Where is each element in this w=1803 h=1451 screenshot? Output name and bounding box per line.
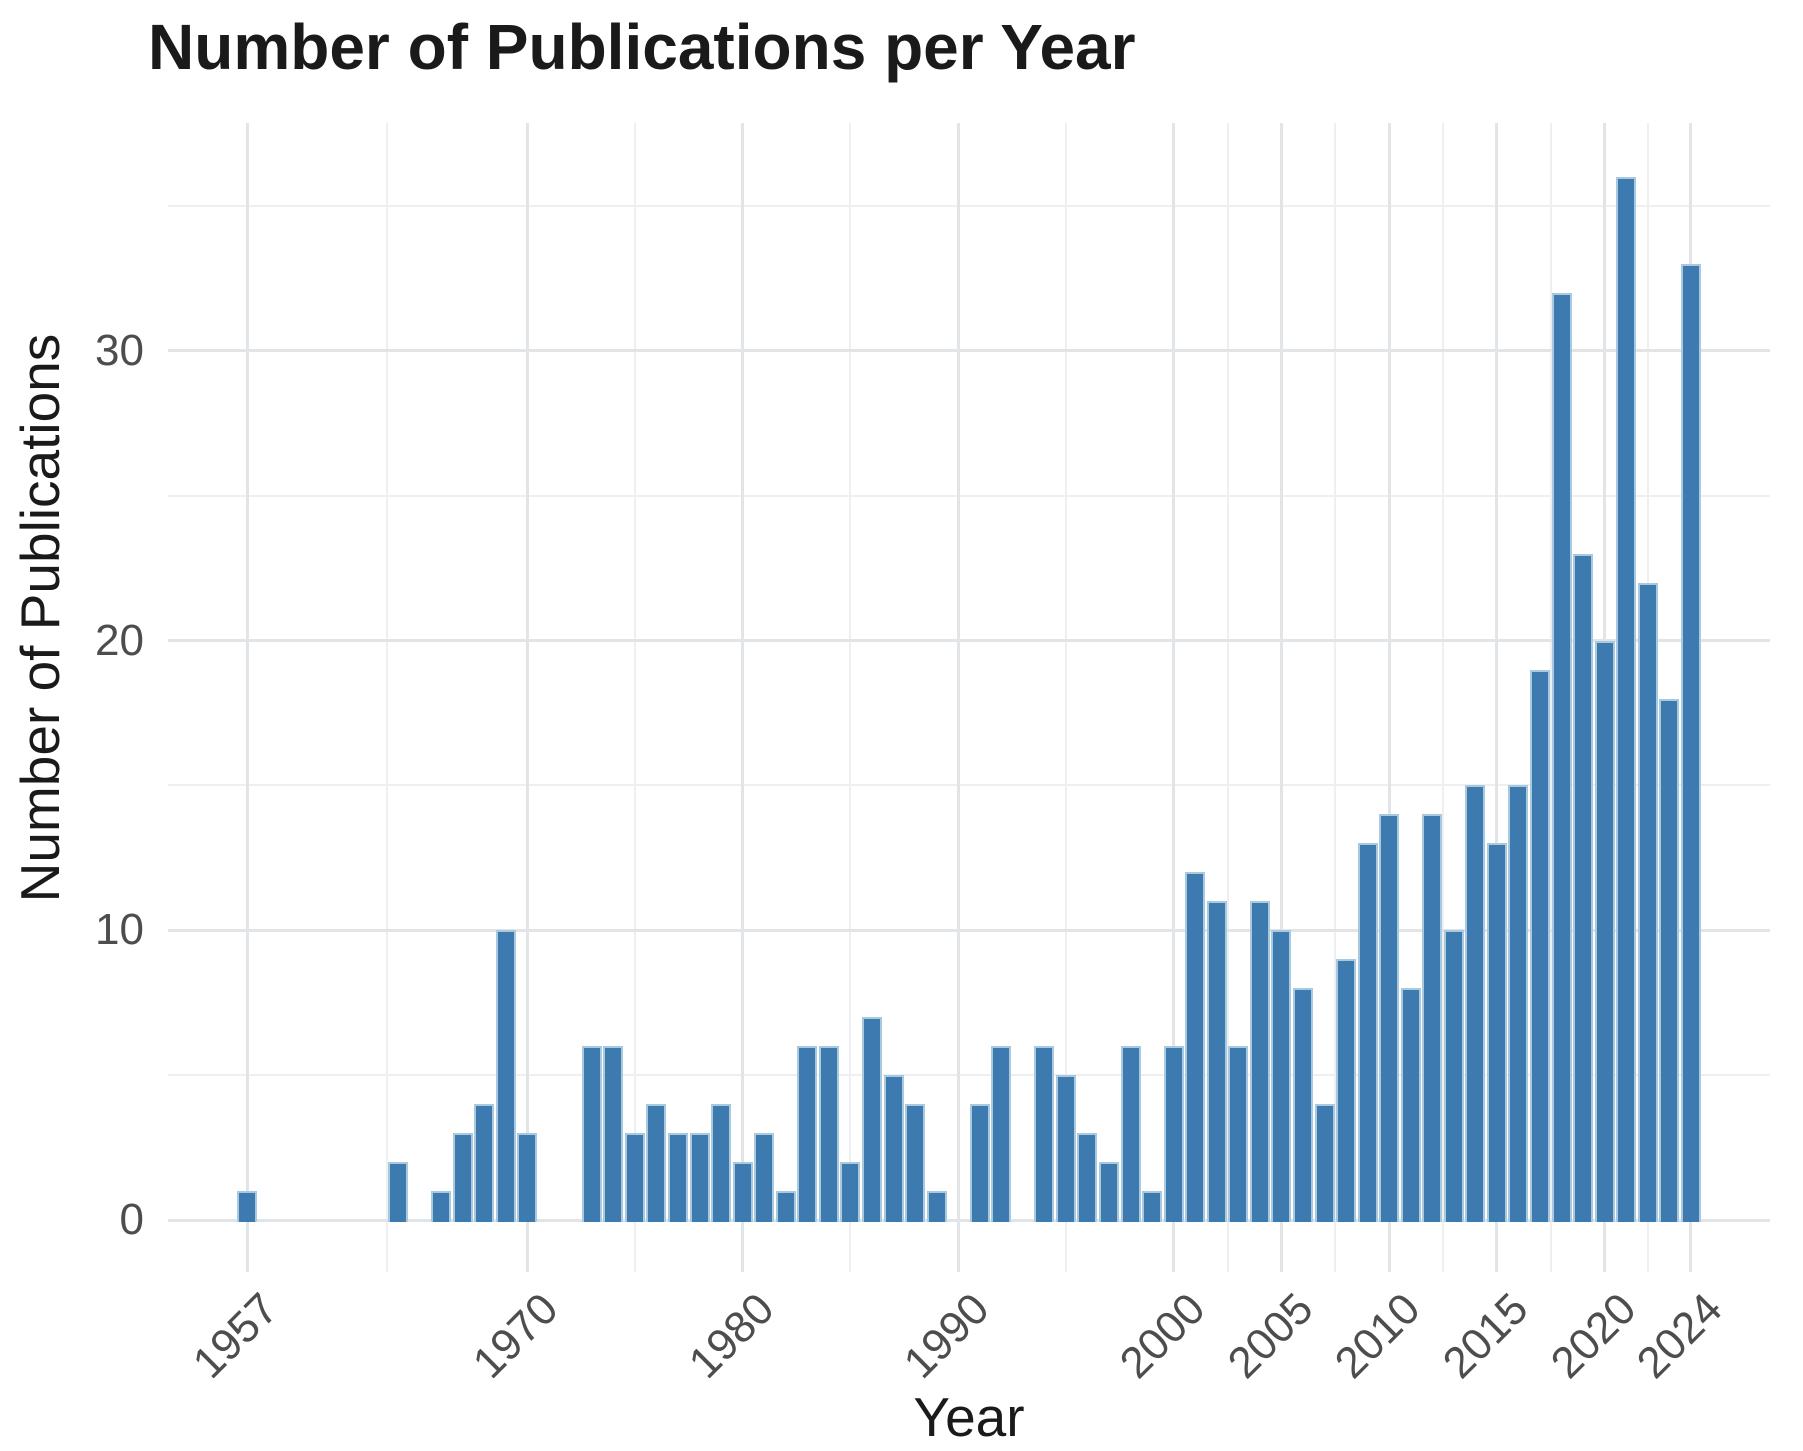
x-tick-label-1957: 1957 — [183, 1284, 288, 1388]
bar-1986 — [861, 1017, 882, 1222]
bar-1984 — [818, 1046, 839, 1222]
y-tick-label-10: 10 — [95, 905, 144, 955]
bar-1989 — [926, 1191, 947, 1222]
y-tick-label-0: 0 — [119, 1195, 144, 1244]
x-major-gridline — [1279, 123, 1283, 1272]
bar-1975 — [624, 1133, 645, 1222]
bar-1982 — [775, 1191, 796, 1222]
bar-2012 — [1422, 814, 1443, 1222]
x-tick-label-1990: 1990 — [894, 1284, 999, 1388]
bar-2023 — [1659, 698, 1680, 1222]
bar-1974 — [603, 1046, 624, 1222]
x-major-gridline — [245, 123, 249, 1272]
bar-1973 — [581, 1046, 602, 1222]
bar-2010 — [1379, 814, 1400, 1222]
x-tick-label-2024: 2024 — [1627, 1284, 1732, 1388]
y-tick-label-20: 20 — [95, 615, 144, 665]
bar-1999 — [1142, 1191, 1163, 1222]
bar-1998 — [1120, 1046, 1141, 1222]
bar-2002 — [1206, 901, 1227, 1222]
bar-2024 — [1680, 263, 1701, 1222]
bar-1987 — [883, 1075, 904, 1222]
x-major-gridline — [1172, 123, 1176, 1272]
bar-1977 — [668, 1133, 688, 1222]
x-major-gridline — [741, 123, 745, 1272]
x-axis-title: Year — [913, 1386, 1025, 1448]
bar-1988 — [905, 1104, 926, 1222]
bar-2016 — [1508, 785, 1529, 1222]
bar-2000 — [1163, 1046, 1184, 1222]
x-major-gridline — [1387, 123, 1391, 1272]
y-major-gridline — [168, 639, 1770, 643]
bar-1995 — [1055, 1075, 1076, 1222]
y-major-gridline — [168, 928, 1770, 932]
bar-1964 — [387, 1162, 408, 1222]
bar-2004 — [1249, 901, 1270, 1222]
y-minor-gridline — [168, 1074, 1770, 1077]
y-tick-label-30: 30 — [95, 325, 144, 375]
x-minor-gridline — [1549, 123, 1552, 1272]
y-major-gridline — [168, 1218, 1770, 1222]
x-tick-label-2020: 2020 — [1541, 1284, 1646, 1388]
bar-2014 — [1465, 785, 1486, 1222]
x-minor-gridline — [849, 123, 852, 1272]
x-minor-gridline — [386, 123, 389, 1272]
x-tick-label-1980: 1980 — [679, 1284, 784, 1388]
bar-1985 — [840, 1162, 861, 1222]
x-tick-label-2015: 2015 — [1433, 1284, 1538, 1388]
x-minor-gridline — [1442, 123, 1445, 1272]
bar-2008 — [1336, 959, 1357, 1222]
bar-2015 — [1486, 843, 1507, 1222]
bar-1957 — [237, 1191, 257, 1222]
bar-1996 — [1077, 1133, 1098, 1222]
bar-2019 — [1573, 553, 1594, 1222]
bar-2009 — [1357, 843, 1378, 1222]
bar-1992 — [991, 1046, 1012, 1222]
bar-2006 — [1292, 988, 1313, 1222]
x-tick-label-2000: 2000 — [1110, 1284, 1215, 1388]
x-major-gridline — [956, 123, 960, 1272]
bar-1968 — [474, 1104, 495, 1222]
bar-1991 — [969, 1104, 990, 1222]
bar-1978 — [689, 1133, 710, 1222]
bar-1983 — [797, 1046, 818, 1222]
bar-2013 — [1443, 930, 1464, 1222]
x-tick-label-2005: 2005 — [1218, 1284, 1323, 1388]
bar-1980 — [732, 1162, 753, 1222]
bar-2005 — [1271, 930, 1292, 1222]
bar-1997 — [1099, 1162, 1119, 1222]
bar-1976 — [646, 1104, 667, 1222]
bar-1970 — [517, 1133, 538, 1222]
bar-2018 — [1551, 292, 1572, 1222]
plot-panel — [168, 123, 1770, 1272]
bar-1969 — [495, 930, 516, 1222]
chart-title: Number of Publications per Year — [148, 11, 1136, 83]
bar-2011 — [1400, 988, 1421, 1222]
bar-2017 — [1530, 669, 1550, 1222]
x-minor-gridline — [633, 123, 636, 1272]
y-minor-gridline — [168, 784, 1770, 787]
bar-2001 — [1185, 872, 1206, 1222]
bar-2003 — [1228, 1046, 1249, 1222]
x-minor-gridline — [1064, 123, 1067, 1272]
bar-1981 — [754, 1133, 775, 1222]
y-major-gridline — [168, 349, 1770, 353]
bar-1994 — [1034, 1046, 1055, 1222]
y-minor-gridline — [168, 205, 1770, 208]
bar-1979 — [711, 1104, 732, 1222]
x-tick-label-1970: 1970 — [463, 1284, 568, 1388]
bar-1966 — [430, 1191, 451, 1222]
y-minor-gridline — [168, 494, 1770, 497]
bar-2021 — [1616, 177, 1637, 1222]
x-major-gridline — [525, 123, 529, 1272]
bar-2007 — [1314, 1104, 1335, 1222]
x-minor-gridline — [1334, 123, 1337, 1272]
x-major-gridline — [1495, 123, 1499, 1272]
x-minor-gridline — [1226, 123, 1229, 1272]
x-tick-label-2010: 2010 — [1325, 1284, 1430, 1388]
bar-2020 — [1594, 640, 1615, 1222]
bar-1967 — [452, 1133, 473, 1222]
bar-2022 — [1637, 582, 1658, 1222]
